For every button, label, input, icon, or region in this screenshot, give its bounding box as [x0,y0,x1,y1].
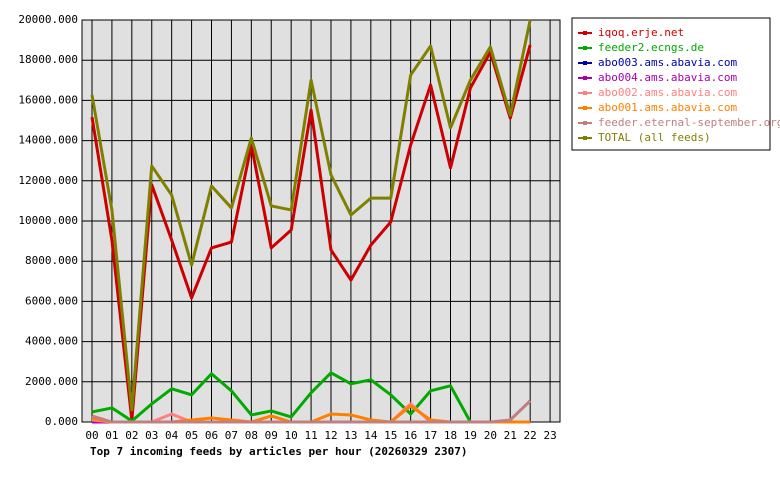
x-tick-label: 22 [524,429,537,442]
x-tick-label: 20 [484,429,497,442]
legend-marker [583,106,587,110]
chart-title: Top 7 incoming feeds by articles per hou… [90,445,468,458]
x-tick-label: 08 [245,429,258,442]
series-line [90,44,532,422]
legend-label: feeder.eternal-september.org [598,116,780,129]
x-tick-label: 01 [105,429,118,442]
x-tick-label: 15 [384,429,397,442]
x-tick-label: 02 [125,429,138,442]
legend-marker [583,121,587,125]
legend-marker [583,61,587,65]
x-tick-label: 06 [205,429,218,442]
x-tick-label: 00 [85,429,98,442]
x-tick-label: 04 [165,429,179,442]
x-tick-label: 18 [444,429,457,442]
y-tick-label: 4000.000 [25,335,78,348]
x-tick-label: 07 [225,429,238,442]
legend-marker [583,76,587,80]
x-tick-label: 09 [265,429,278,442]
series-line [91,399,532,424]
legend-label: feeder2.ecngs.de [598,41,704,54]
legend-label: abo004.ams.abavia.com [598,71,737,84]
legend-label: TOTAL (all feeds) [598,131,711,144]
x-tick-label: 05 [185,429,198,442]
x-tick-label: 17 [424,429,437,442]
x-tick-label: 14 [364,429,378,442]
x-tick-label: 19 [464,429,477,442]
x-tick-label: 21 [504,429,517,442]
series-line [90,19,532,412]
y-tick-label: 10000.000 [18,214,78,227]
y-tick-label: 0.000 [45,415,78,428]
x-tick-label: 16 [404,429,417,442]
series-line [91,371,531,424]
legend-label: iqoq.erje.net [598,26,684,39]
legend-marker [583,91,587,95]
legend-label: abo001.ams.abavia.com [598,101,737,114]
y-tick-label: 20000.000 [18,13,78,26]
y-tick-label: 14000.000 [18,134,78,147]
x-tick-label: 11 [304,429,317,442]
y-tick-label: 16000.000 [18,93,78,106]
x-tick-label: 10 [285,429,298,442]
y-tick-label: 18000.000 [18,53,78,66]
x-tick-label: 23 [543,429,556,442]
legend [571,17,771,151]
legend-marker [583,136,587,140]
y-tick-label: 2000.000 [25,375,78,388]
x-tick-label: 03 [145,429,158,442]
y-tick-label: 12000.000 [18,174,78,187]
y-tick-label: 6000.000 [25,294,78,307]
legend-marker [583,31,587,35]
legend-label: abo002.ams.abavia.com [598,86,737,99]
x-tick-label: 12 [324,429,337,442]
legend-marker [583,46,587,50]
x-tick-label: 13 [344,429,357,442]
legend-label: abo003.ams.abavia.com [598,56,737,69]
y-tick-label: 8000.000 [25,254,78,267]
